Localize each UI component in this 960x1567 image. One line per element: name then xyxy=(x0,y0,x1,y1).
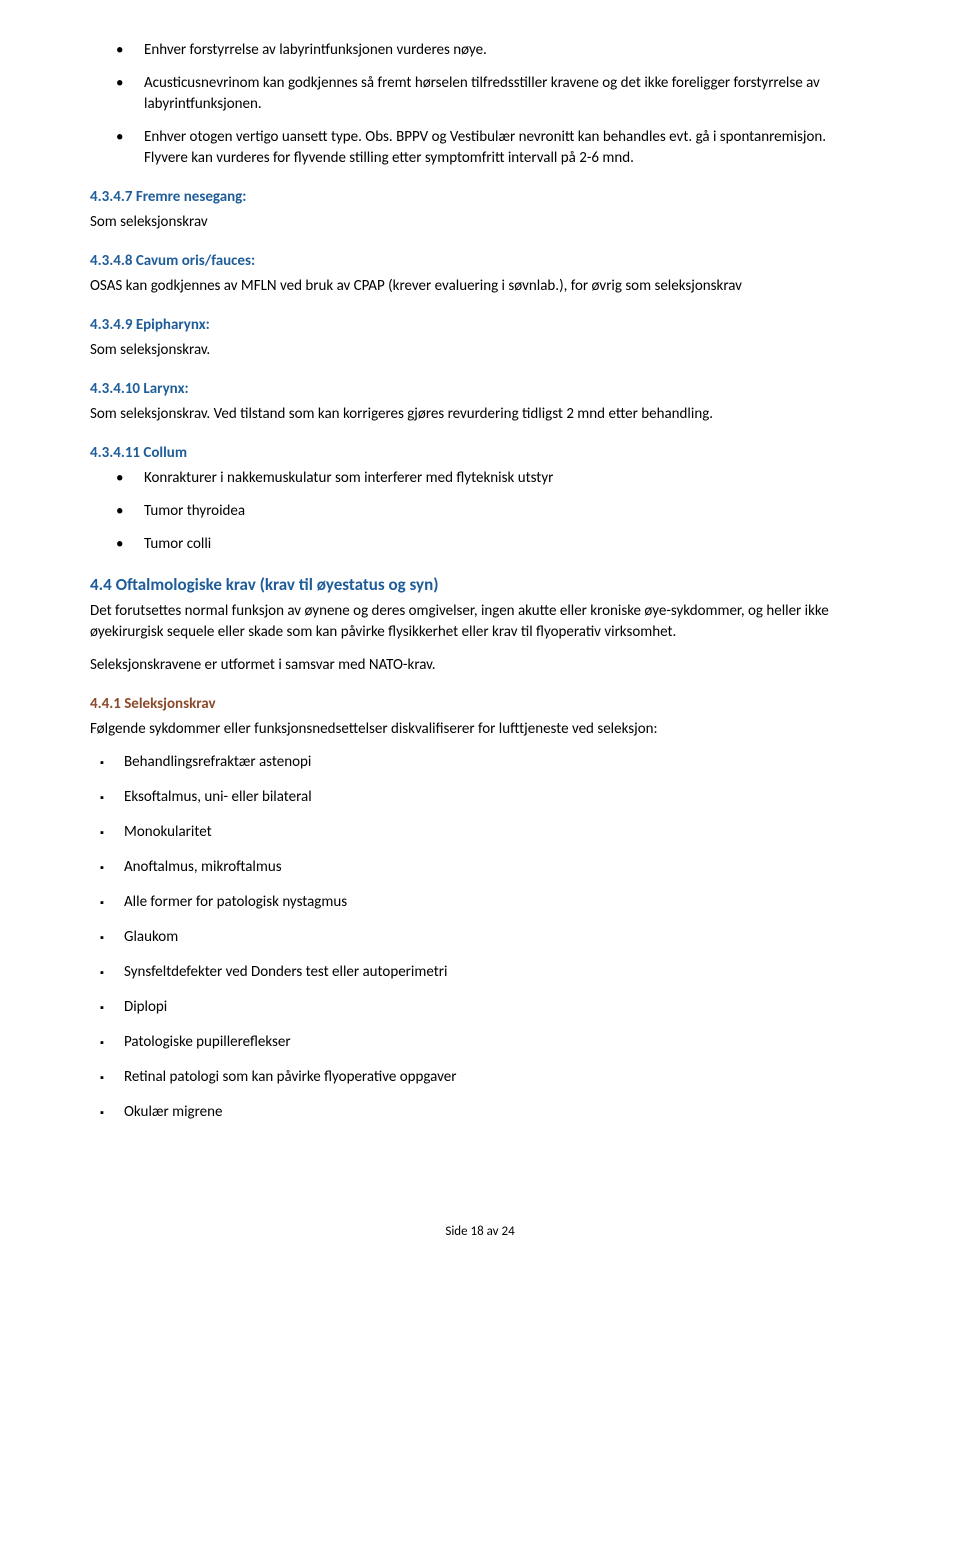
heading-43411: 4.3.4.11 Collum xyxy=(90,443,870,464)
list-item: Tumor thyroidea xyxy=(144,501,870,522)
body-43410: Som seleksjonskrav. Ved tilstand som kan… xyxy=(90,404,870,425)
collum-bullet-list: Konrakturer i nakkemuskulatur som interf… xyxy=(90,468,870,555)
list-item: Tumor colli xyxy=(144,534,870,555)
body-4347: Som seleksjonskrav xyxy=(90,212,870,233)
list-item: Alle former for patologisk nystagmus xyxy=(124,892,870,913)
list-item: Konrakturer i nakkemuskulatur som interf… xyxy=(144,468,870,489)
body-44-1: Det forutsettes normal funksjon av øynen… xyxy=(90,601,870,643)
list-item: Patologiske pupillereflekser xyxy=(124,1032,870,1053)
list-item: Okulær migrene xyxy=(124,1102,870,1123)
heading-4349: 4.3.4.9 Epipharynx: xyxy=(90,315,870,336)
list-item: Enhver forstyrrelse av labyrintfunksjone… xyxy=(144,40,870,61)
body-4349: Som seleksjonskrav. xyxy=(90,340,870,361)
list-item: Eksoftalmus, uni- eller bilateral xyxy=(124,787,870,808)
heading-4348: 4.3.4.8 Cavum oris/fauces: xyxy=(90,251,870,272)
list-item: Acusticusnevrinom kan godkjennes så frem… xyxy=(144,73,870,115)
list-item: Monokularitet xyxy=(124,822,870,843)
list-item: Diplopi xyxy=(124,997,870,1018)
top-bullet-list: Enhver forstyrrelse av labyrintfunksjone… xyxy=(90,40,870,169)
list-item: Retinal patologi som kan påvirke flyoper… xyxy=(124,1067,870,1088)
heading-44: 4.4 Oftalmologiske krav (krav til øyesta… xyxy=(90,573,870,597)
list-item: Glaukom xyxy=(124,927,870,948)
list-item: Synsfeltdefekter ved Donders test eller … xyxy=(124,962,870,983)
body-44-2: Seleksjonskravene er utformet i samsvar … xyxy=(90,655,870,676)
heading-441: 4.4.1 Seleksjonskrav xyxy=(90,694,870,715)
intro-441: Følgende sykdommer eller funksjonsnedset… xyxy=(90,719,870,740)
heading-43410: 4.3.4.10 Larynx: xyxy=(90,379,870,400)
selection-criteria-list: Behandlingsrefraktær astenopi Eksoftalmu… xyxy=(90,752,870,1123)
list-item: Behandlingsrefraktær astenopi xyxy=(124,752,870,773)
page-footer: Side 18 av 24 xyxy=(90,1223,870,1241)
list-item: Enhver otogen vertigo uansett type. Obs.… xyxy=(144,127,870,169)
heading-4347: 4.3.4.7 Fremre nesegang: xyxy=(90,187,870,208)
list-item: Anoftalmus, mikroftalmus xyxy=(124,857,870,878)
body-4348: OSAS kan godkjennes av MFLN ved bruk av … xyxy=(90,276,870,297)
